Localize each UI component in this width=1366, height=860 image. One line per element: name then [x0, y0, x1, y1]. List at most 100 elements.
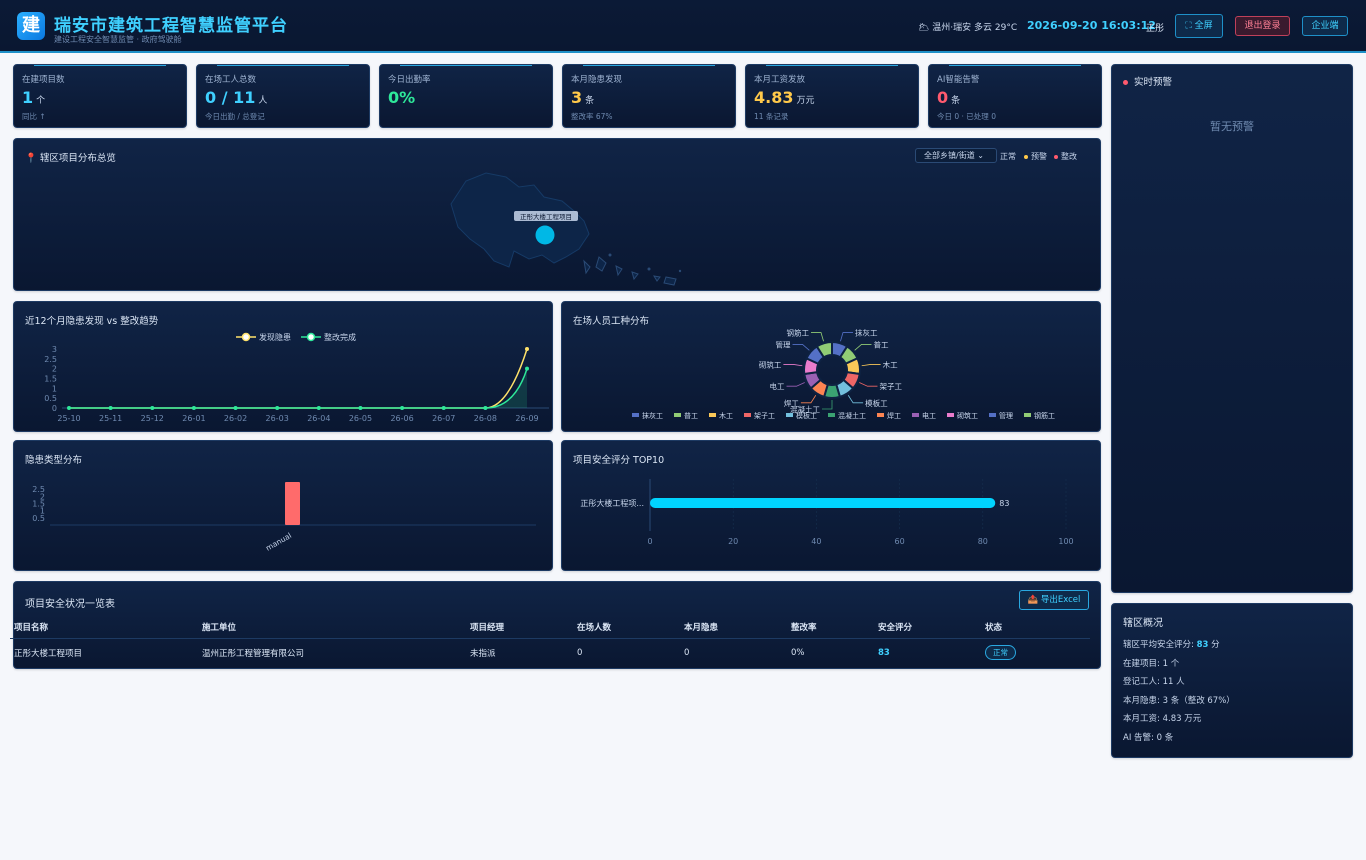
x-tick-label: 26-05	[349, 414, 372, 423]
pie-slice	[815, 340, 833, 359]
pie-leader-line	[840, 332, 853, 342]
column-header[interactable]: 整改率	[787, 616, 874, 639]
legend-swatch	[1024, 413, 1031, 417]
kpi-value: 3	[571, 88, 583, 107]
legend-swatch	[632, 413, 639, 417]
data-point	[233, 406, 238, 410]
pie-leader-line	[854, 344, 872, 351]
legend-swatch	[709, 413, 716, 417]
overview-value: 11 人	[1162, 677, 1185, 688]
island	[653, 275, 661, 282]
island	[647, 267, 651, 271]
map-legend-item[interactable]: 整改	[1054, 151, 1077, 162]
pie-label: 焊工	[784, 398, 799, 408]
pie-legend-label: 砌筑工	[957, 411, 978, 420]
kpi-sub: 整改率 67%	[571, 112, 613, 121]
pie-legend-label: 架子工	[754, 412, 775, 420]
island	[595, 256, 607, 272]
data-point	[150, 406, 155, 410]
data-point	[108, 406, 113, 410]
column-header[interactable]: 项目经理	[466, 616, 573, 639]
pie-label: 木工	[883, 359, 898, 369]
y-tick-label: 2	[52, 365, 57, 374]
app-title: 瑞安市建筑工程智慧监管平台	[54, 16, 288, 36]
x-tick-label: 40	[811, 537, 821, 546]
overview-panel: 辖区概况 辖区平均安全评分: 83 分在建项目: 1 个登记工人: 11 人本月…	[1111, 603, 1353, 758]
export-excel-button[interactable]: 📤 导出Excel	[1019, 590, 1089, 610]
enterprise-button[interactable]: 企业端	[1302, 16, 1348, 36]
town-select[interactable]: 全部乡镇/街道 ⌄	[915, 148, 997, 163]
alerts-panel: 实时预警 暂无预警	[1111, 64, 1353, 593]
pie-legend-label: 模板工	[796, 411, 817, 420]
y-tick-label: 1.5	[44, 375, 57, 384]
y-category-label: 正彤大楼工程项...	[580, 498, 644, 508]
kpi-label: 今日出勤率	[388, 75, 431, 85]
alerts-header: 实时预警	[1123, 74, 1172, 88]
column-header[interactable]: 状态	[981, 616, 1090, 639]
column-header[interactable]: 本月隐患	[680, 616, 787, 639]
overview-row: 本月隐患: 3 条（整改 67%）	[1123, 694, 1235, 706]
kpi-value: 0%	[388, 88, 416, 107]
projects-table: 项目名称 施工单位 项目经理 在场人数 本月隐患 整改率 安全评分 状态 正彤大楼工程项目 温州…	[10, 616, 1090, 666]
status-badge: 正常	[985, 645, 1016, 660]
kpi-sub: 今日 0 · 已处理 0	[937, 112, 996, 121]
overview-row: 辖区平均安全评分: 83 分	[1123, 638, 1220, 650]
kpi-card: 今日出勤率 0%	[379, 64, 553, 128]
y-tick-label: 1	[40, 507, 45, 516]
safety-title: 项目安全评分 TOP10	[573, 455, 665, 466]
safety-chart: 0 20 40 60 80 100 正彤大楼工程项... 83	[580, 479, 1074, 546]
overview-label: AI 告警:	[1123, 733, 1154, 743]
column-header[interactable]: 在场人数	[573, 616, 680, 639]
logout-button[interactable]: 退出登录	[1235, 16, 1290, 36]
hazard-panel: 隐患类型分布 0.5 1 1.5 2 2.5 manual	[13, 440, 553, 571]
legend-dot-icon	[1054, 154, 1058, 159]
kpi-card: 在建项目数 1 个同比 ↑	[13, 64, 187, 128]
column-header[interactable]: 安全评分	[874, 616, 981, 639]
column-header[interactable]: 项目名称	[10, 616, 198, 639]
y-tick-label: 0.5	[32, 514, 45, 523]
kpi-label: 在场工人总数	[205, 75, 257, 85]
x-tick-label: 26-04	[307, 414, 330, 423]
trend-chart: 发现隐患 整改完成 00.511.522.53 25-10 25-11 25-12 26-0…	[44, 332, 549, 423]
cell-text: 0	[577, 647, 583, 658]
overview-label: 辖区平均安全评分:	[1123, 640, 1194, 650]
x-tick-label: 25-10	[57, 414, 80, 423]
column-header[interactable]: 施工单位	[198, 616, 466, 639]
pie-legend-label: 电工	[922, 411, 936, 420]
logo: 建	[17, 12, 45, 40]
pie-leader-line	[800, 395, 817, 404]
kpi-unit: 万元	[796, 96, 815, 106]
x-tick-label: 26-08	[474, 414, 497, 423]
kpi-value: 0	[937, 88, 949, 107]
safety-panel: 项目安全评分 TOP10 0 20 40 60 80 100 正彤大楼工程项... 83	[561, 440, 1101, 571]
overview-value: 4.83 万元	[1162, 714, 1202, 725]
overview-suffix: 分	[1211, 640, 1220, 650]
x-tick-label: 80	[978, 537, 988, 546]
island	[583, 259, 591, 275]
series-area	[485, 368, 527, 408]
top-header: 建 瑞安市建筑工程智慧监管平台 建设工程安全智慧监管 · 政府驾驶舱 🌥 温州·…	[0, 0, 1366, 53]
pie-label: 钢筋工	[787, 328, 810, 338]
pie-leader-line	[792, 344, 810, 351]
user-name[interactable]: 正彤	[1146, 24, 1165, 34]
table-cell: 0%	[787, 639, 874, 667]
table-row[interactable]: 正彤大楼工程项目 温州正彤工程管理有限公司 未指派 0 0 0% 83 正常	[10, 639, 1090, 667]
legend-swatch	[877, 413, 884, 417]
pie-label: 模板工	[865, 398, 888, 408]
projects-title: 项目安全状况一览表	[25, 599, 115, 610]
kpi-sub: 同比 ↑	[22, 112, 46, 121]
fullscreen-button[interactable]: ⛶ 全屏	[1175, 14, 1223, 38]
trend-panel: 近12个月隐患发现 vs 整改趋势 发现隐患 整改完成 0 0.5 1 1.5 2 2.5 3 2…	[13, 301, 553, 432]
map-legend-label: 整改	[1061, 152, 1077, 161]
island	[678, 269, 682, 273]
y-tick-label: 0	[52, 404, 57, 413]
kpi-label: 本月工资发放	[754, 75, 806, 85]
project-marker[interactable]	[535, 225, 555, 245]
y-tick-label: 2.5	[32, 485, 45, 494]
pie-legend-label: 普工	[684, 411, 698, 420]
kpi-sub: 今日出勤 / 总登记	[205, 112, 265, 121]
kpi-label: AI智能告警	[937, 75, 980, 85]
map-legend-item[interactable]: 预警	[1024, 151, 1047, 162]
